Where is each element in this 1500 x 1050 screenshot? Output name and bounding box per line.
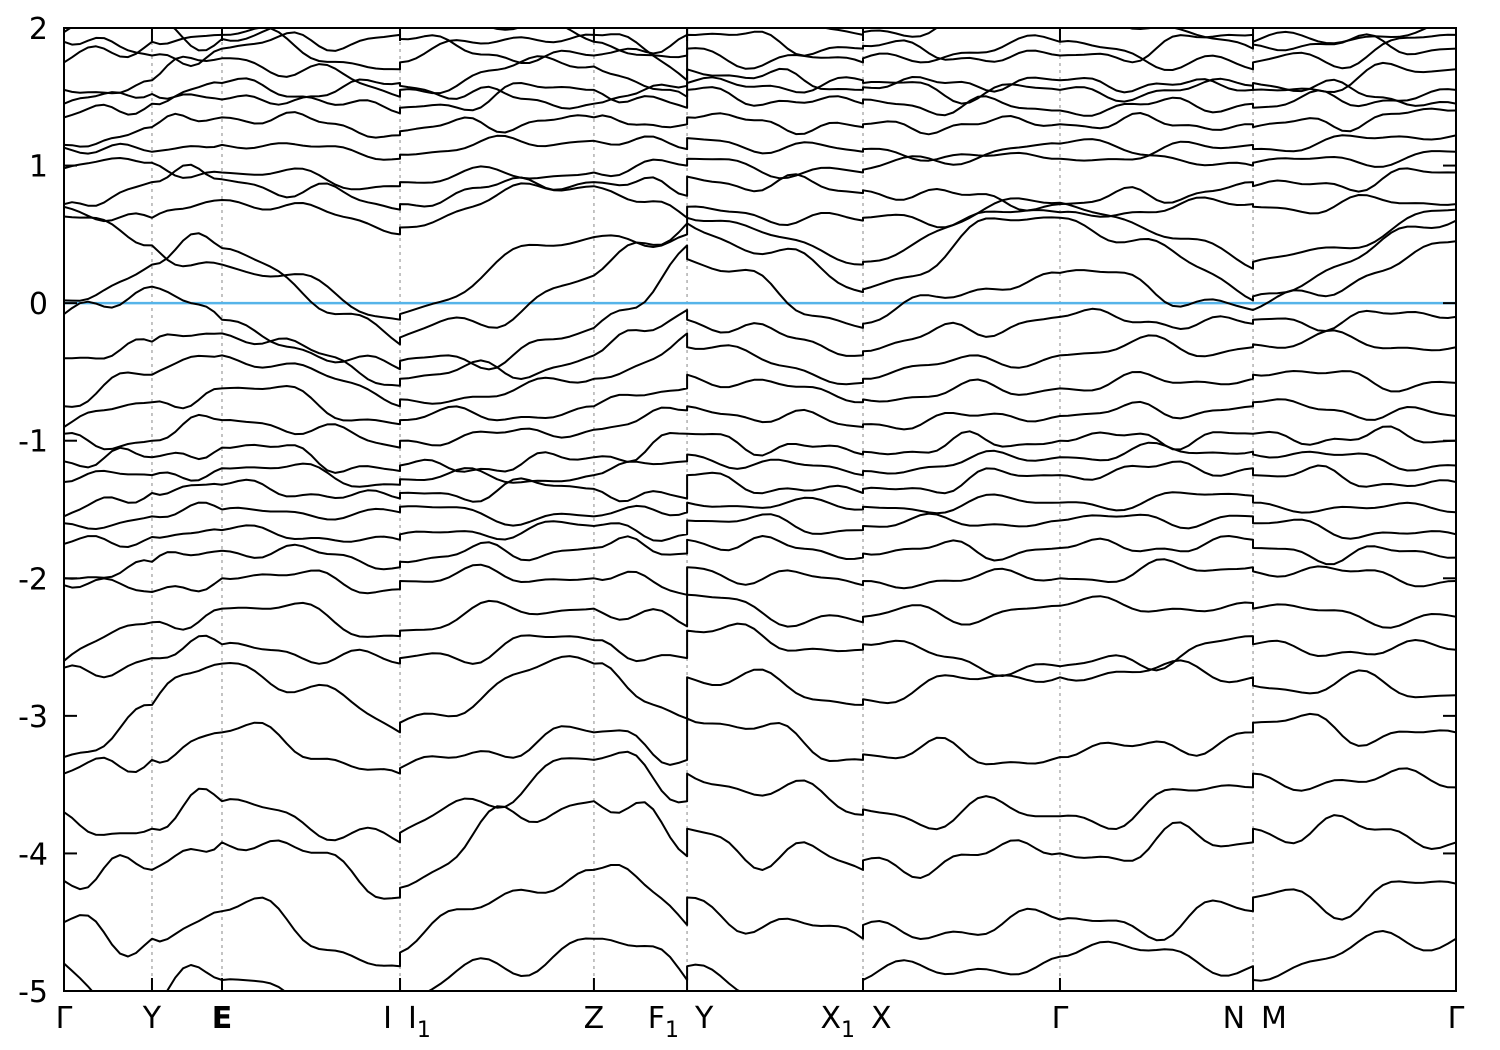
kpoint-label: Z	[584, 1001, 605, 1036]
plot-frame	[63, 27, 1457, 992]
kpoint-label-right: Y	[694, 1001, 714, 1036]
kpoint-label-left: X1	[820, 1001, 855, 1043]
kpoint-label: Γ	[1448, 1001, 1465, 1036]
band-curve	[64, 197, 1456, 321]
kpoint-label-right: I1	[408, 1001, 431, 1043]
y-tick-label: -2	[18, 562, 48, 597]
band-curve	[64, 28, 1456, 82]
kpoint-label: Y	[142, 1001, 162, 1036]
band-curve	[64, 535, 1456, 580]
y-tick-label: -4	[18, 837, 48, 872]
band-curve	[64, 712, 1456, 775]
y-tick-label: 0	[29, 287, 48, 322]
band-curve	[64, 182, 1456, 236]
band-curve	[64, 558, 1456, 596]
band-curve	[64, 138, 1456, 191]
kpoint-label-right: M	[1261, 1001, 1287, 1036]
band-curve	[64, 398, 1456, 451]
y-tick-label: 1	[29, 150, 48, 185]
band-curve	[64, 77, 1456, 119]
band-curve	[64, 622, 1456, 679]
y-tick-label: -5	[18, 975, 48, 1010]
band-curve	[64, 593, 1456, 662]
band-curve	[64, 800, 1456, 900]
band-curve	[64, 750, 1456, 844]
band-curve	[64, 134, 1456, 162]
y-tick-label: 2	[29, 12, 48, 47]
band-curve	[64, 930, 1456, 991]
kpoint-label-right: X	[871, 1001, 892, 1036]
kpoint-label-left: I	[383, 1001, 392, 1036]
band-curve	[64, 30, 1456, 68]
band-curve	[64, 460, 1456, 518]
y-tick-label: -3	[18, 700, 48, 735]
band-curve	[64, 512, 1456, 548]
band-curve	[64, 216, 1456, 346]
band-curve	[64, 55, 1456, 105]
band-curve	[64, 107, 1456, 148]
band-curve	[64, 425, 1456, 474]
kpoint-label: E	[212, 1001, 233, 1036]
band-curve	[64, 240, 1456, 371]
band-curve	[64, 491, 1456, 530]
bands-group	[64, 28, 1456, 991]
kpoint-label-left: F1	[648, 1001, 679, 1043]
band-curve	[64, 307, 1456, 387]
band-curve	[64, 163, 1456, 212]
band-curve	[64, 370, 1456, 428]
kpoint-label-left: N	[1223, 1001, 1245, 1036]
y-tick-label: -1	[18, 425, 48, 460]
band-curve	[64, 28, 1429, 59]
band-curve	[64, 441, 1456, 488]
band-curve	[64, 329, 1456, 408]
band-curve	[64, 655, 1456, 759]
kpoint-label: Γ	[56, 1001, 73, 1036]
band-curve	[64, 67, 1456, 110]
band-curve	[64, 864, 1456, 968]
kpoint-label: Γ	[1052, 1001, 1069, 1036]
